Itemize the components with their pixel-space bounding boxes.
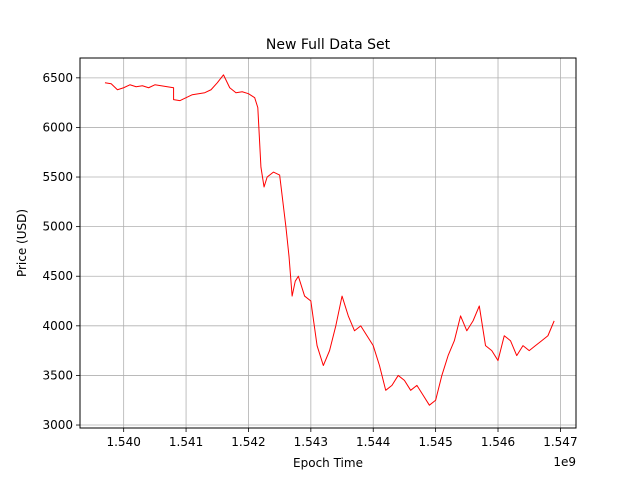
x-axis-ticks: 1.540 1.541 1.542 1.543 1.544 1.545 1.546 1.547 xyxy=(106,428,578,449)
x-tick-label: 1.540 xyxy=(106,435,140,449)
series-0-line xyxy=(104,74,555,406)
x-tick-label: 1.547 xyxy=(543,435,577,449)
y-tick-label: 5500 xyxy=(42,170,73,184)
y-tick-label: 5000 xyxy=(42,220,73,234)
y-tick-label: 3000 xyxy=(42,418,73,432)
x-tick-label: 1.542 xyxy=(231,435,265,449)
y-tick-label: 4500 xyxy=(42,269,73,283)
x-tick-label: 1.543 xyxy=(294,435,328,449)
series-line xyxy=(104,74,555,406)
y-tick-label: 6000 xyxy=(42,120,73,134)
y-tick-label: 6500 xyxy=(42,71,73,85)
x-axis-label: Epoch Time xyxy=(293,456,363,470)
y-tick-label: 3500 xyxy=(42,368,73,382)
y-tick-label: 4000 xyxy=(42,319,73,333)
x-tick-label: 1.546 xyxy=(481,435,515,449)
y-axis-ticks: 3000 3500 4000 4500 5000 5500 6000 6500 xyxy=(42,71,80,432)
chart-title: New Full Data Set xyxy=(266,37,391,53)
x-offset-label: 1e9 xyxy=(553,455,576,469)
y-axis-label: Price (USD) xyxy=(15,209,29,277)
x-tick-label: 1.545 xyxy=(418,435,452,449)
axes-frame xyxy=(79,57,577,429)
x-tick-label: 1.544 xyxy=(356,435,390,449)
x-tick-label: 1.541 xyxy=(169,435,203,449)
grid-lines xyxy=(80,58,576,428)
